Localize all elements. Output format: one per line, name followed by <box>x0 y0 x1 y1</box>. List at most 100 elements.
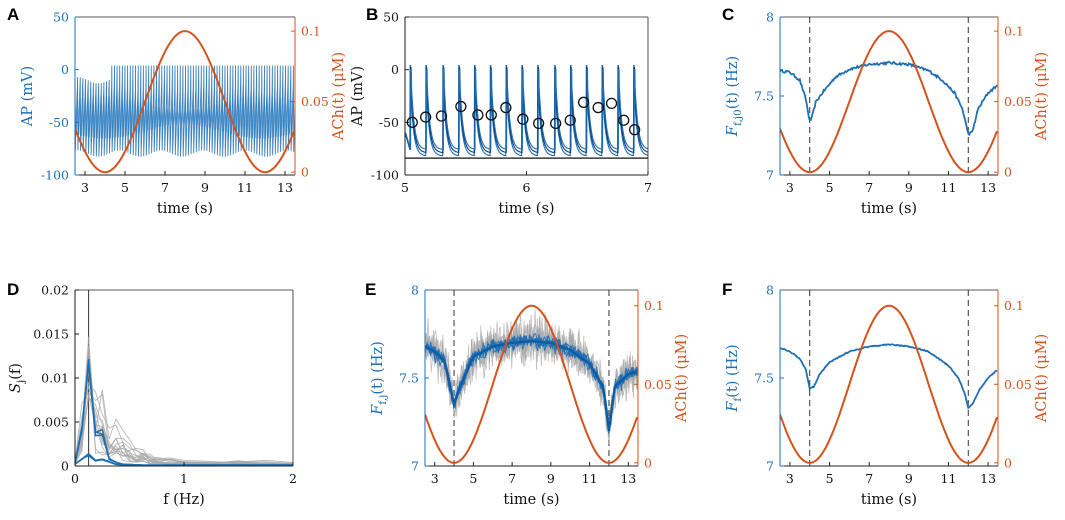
y-axis-label: Ff,j(t) (Hz) <box>370 341 389 416</box>
x-tick-label: 11 <box>941 180 957 195</box>
spectrum-trace-blue <box>75 454 293 466</box>
panel-d: D 0 1 2 f (Hz) 0 0.005 0.01 0.015 0.02 Sj(f) <box>7 280 297 508</box>
y-right-tick-label: 0 <box>644 455 652 470</box>
x-tick-label: 7 <box>865 180 873 195</box>
data-point-marker <box>485 109 497 121</box>
data-point-marker <box>628 124 641 136</box>
y-tick-label: 7.5 <box>754 89 774 104</box>
data-point-marker <box>517 113 529 125</box>
x-axis-label: time (s) <box>861 492 917 508</box>
y-right-tick-label: 0 <box>301 165 309 180</box>
panel-label: F <box>722 280 732 299</box>
y-axis-label: Ff,j0(t) (Hz) <box>725 56 744 137</box>
x-tick-label: 9 <box>905 180 913 195</box>
ach-trace <box>780 30 998 174</box>
x-tick-label: 13 <box>620 471 636 486</box>
y-right-tick-label: 0.05 <box>1004 377 1032 392</box>
data-point-marker <box>455 100 467 113</box>
y-tick-label: 50 <box>383 10 399 25</box>
y-right-tick-label: 0.05 <box>1004 94 1032 109</box>
data-point-marker <box>605 97 618 110</box>
y-tick-label: 7.5 <box>754 371 774 386</box>
x-tick-label: 0 <box>71 471 79 486</box>
ach-trace <box>425 304 638 464</box>
x-tick-label: 3 <box>431 471 439 486</box>
plot-area <box>75 30 295 174</box>
x-tick-label: 5 <box>401 180 409 195</box>
data-point-marker <box>592 101 604 114</box>
y-axis-label: Ff(t) (Hz) <box>725 344 744 412</box>
x-axis-label: f (Hz) <box>163 492 205 508</box>
y-right-tick-label: 0.1 <box>1004 24 1024 39</box>
x-tick-label: 5 <box>826 471 834 486</box>
x-axis-label: time (s) <box>498 201 554 217</box>
y-tick-label: -100 <box>41 168 69 183</box>
y-tick-label: 0 <box>61 62 69 77</box>
panel-label: E <box>365 280 376 299</box>
x-axis-label: time (s) <box>503 492 559 508</box>
mean-frequency-trace <box>425 339 638 431</box>
y-tick-label: -50 <box>49 115 69 130</box>
plot-area <box>780 290 998 466</box>
data-point-marker <box>618 114 630 126</box>
panel-label: A <box>7 5 19 24</box>
y-tick-label: 0 <box>61 459 69 474</box>
panel-f: F 3 5 7 9 11 13 time (s) 7 7.5 8 Ff(t) (Hz) 0 0.05 0.1… <box>722 280 1050 508</box>
x-tick-label: 11 <box>582 471 598 486</box>
y-tick-label: 8 <box>766 283 774 298</box>
frequency-trace <box>780 343 998 410</box>
x-tick-label: 5 <box>826 180 834 195</box>
panel-b: B 5 6 7 time (s) -100 -50 0 50 AP (mV) <box>350 5 652 217</box>
y-right-tick-label: 0.1 <box>301 24 321 39</box>
x-tick-label: 5 <box>469 471 477 486</box>
x-tick-label: 3 <box>81 180 89 195</box>
ach-trace <box>75 30 295 174</box>
y-axis-label: AP (mV) <box>350 66 366 127</box>
x-tick-label: 2 <box>289 471 297 486</box>
ap-trace-band <box>75 95 295 139</box>
plot-area <box>780 17 998 175</box>
x-tick-label: 7 <box>865 471 873 486</box>
data-point-marker <box>564 114 576 126</box>
x-tick-label: 9 <box>201 180 209 195</box>
y-right-axis-label: ACh(t) (μM) <box>1034 334 1050 423</box>
x-tick-label: 13 <box>980 180 996 195</box>
data-point-marker <box>550 117 562 130</box>
x-tick-label: 1 <box>180 471 188 486</box>
y-tick-label: 0.005 <box>33 415 69 430</box>
y-tick-label: 0.015 <box>33 327 69 342</box>
plot-area <box>405 64 648 159</box>
panel-c: C 3 5 7 9 11 13 time (s) 7 7.5 8 Ff,j0(t) (Hz) 0 0.05… <box>722 5 1050 217</box>
y-right-tick-label: 0 <box>1004 455 1012 470</box>
y-tick-label: 0 <box>391 62 399 77</box>
data-point-marker <box>533 117 545 130</box>
y-right-axis-label: ACh(t) (μM) <box>331 52 347 141</box>
y-tick-label: 50 <box>53 10 69 25</box>
x-tick-label: 13 <box>980 471 996 486</box>
x-tick-label: 9 <box>905 471 913 486</box>
data-point-marker <box>577 96 590 108</box>
x-tick-label: 6 <box>523 180 531 195</box>
y-tick-label: 7.5 <box>399 371 419 386</box>
x-tick-label: 13 <box>277 180 293 195</box>
spectrum-trace-gray <box>75 363 293 465</box>
panel-a: A 3 5 7 9 11 13 time (s) -100 -50 0 50 AP (mV) 0 0.05 0… <box>7 5 347 217</box>
data-point-marker <box>420 111 432 123</box>
spectrum-trace-gray <box>75 355 293 466</box>
y-right-tick-label: 0 <box>1004 165 1012 180</box>
y-right-tick-label: 0.05 <box>644 377 672 392</box>
panel-label: B <box>366 5 378 24</box>
ap-trace <box>75 65 295 157</box>
x-axis-label: time (s) <box>157 201 213 217</box>
data-point-marker <box>435 110 448 122</box>
ap-trace <box>405 64 648 157</box>
panel-e: E 3 5 7 9 11 13 time (s) 7 7.5 8 Ff,j(t) (Hz) 0 0.05 0… <box>365 280 690 508</box>
y-right-axis-label: ACh(t) (μM) <box>674 334 690 423</box>
x-tick-label: 7 <box>161 180 169 195</box>
frequency-trace <box>780 60 998 137</box>
x-tick-label: 11 <box>941 471 957 486</box>
data-point-marker <box>500 101 512 114</box>
plot-area <box>425 290 638 466</box>
x-tick-label: 3 <box>786 180 794 195</box>
